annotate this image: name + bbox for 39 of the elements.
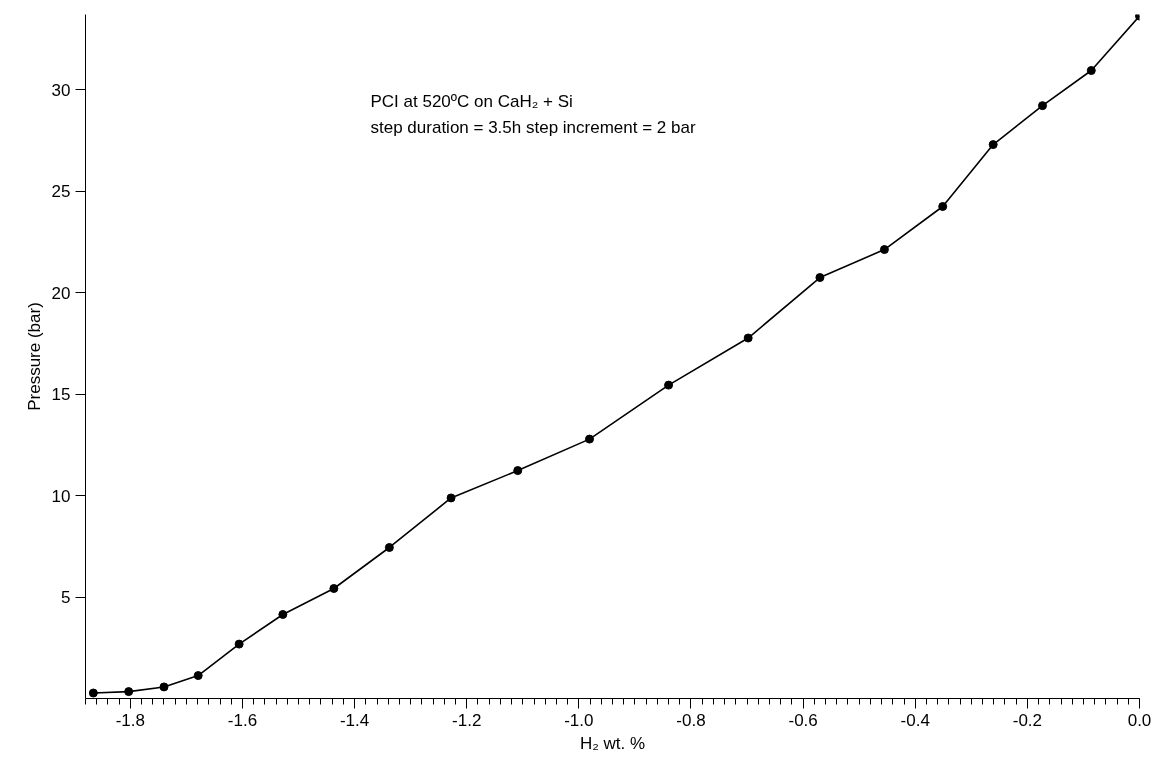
point (664, 380, 674, 390)
point (124, 687, 134, 697)
x-axis-title: H₂ wt. % (579, 733, 646, 753)
point (743, 333, 753, 343)
point (988, 140, 998, 150)
point (329, 584, 339, 593)
y-tick-label: 30 (51, 80, 71, 100)
point (879, 245, 889, 255)
x-tick-label: -1.6 (227, 710, 258, 730)
point (446, 493, 456, 503)
y-tick-label: 15 (51, 385, 71, 405)
point (193, 671, 203, 681)
point (938, 202, 948, 211)
annotation: PCI at 520ºC on CaH₂ + Si (370, 91, 573, 111)
x-tick-label: -0.4 (900, 710, 930, 730)
annotation: step duration = 3.5h step increment = 2 bar (370, 117, 696, 137)
point (585, 434, 595, 444)
y-tick-label: 25 (51, 182, 71, 202)
x-tick-label: -1.4 (339, 710, 370, 730)
point (159, 682, 169, 692)
x-tick-label: -0.8 (676, 710, 706, 730)
point (278, 609, 288, 619)
y-axis-title: Pressure (bar) (24, 302, 44, 411)
x-tick-label: -0.2 (1012, 710, 1043, 730)
point (88, 688, 98, 698)
y-tick-label: 10 (51, 486, 71, 506)
point (1086, 66, 1096, 76)
x-tick-label: -1.0 (564, 710, 594, 730)
x-tick-label: -1.8 (115, 710, 145, 730)
x-tick-label: -0.6 (788, 710, 818, 730)
point (234, 639, 244, 649)
x-tick-label: 0.0 (1127, 710, 1152, 730)
point (384, 543, 394, 552)
point (513, 466, 523, 476)
point (1038, 101, 1048, 111)
y-tick-label: 5 (61, 588, 71, 608)
point (815, 273, 825, 283)
y-tick-label: 20 (51, 283, 71, 303)
x-tick-label: -1.2 (452, 710, 482, 730)
